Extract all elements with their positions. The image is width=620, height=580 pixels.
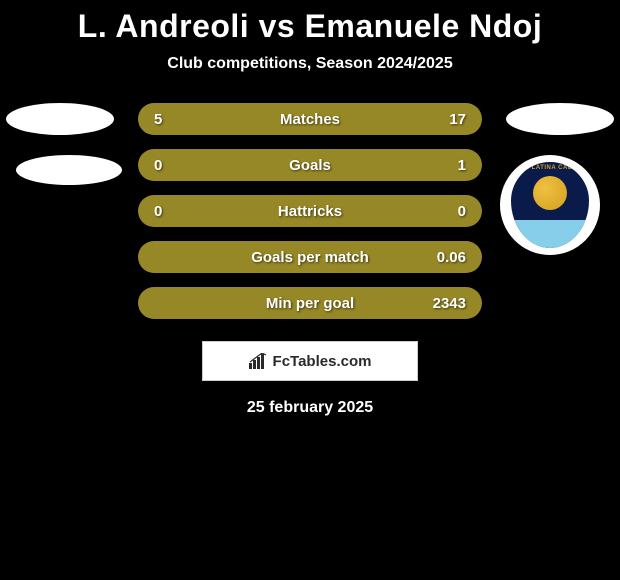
club-crest: U.S. LATINA CALCIO: [500, 155, 600, 255]
stat-row: 0 Hattricks 0: [138, 195, 482, 227]
club-crest-text: U.S. LATINA CALCIO: [511, 165, 589, 171]
club-crest-shield: U.S. LATINA CALCIO: [511, 162, 589, 248]
stat-right-value: 2343: [433, 295, 466, 312]
stat-label: Goals: [289, 157, 331, 174]
stat-row: 5 Matches 17: [138, 103, 482, 135]
club-crest-stripe: [511, 220, 589, 248]
stat-label: Min per goal: [266, 295, 354, 312]
player-left-placeholder-2: [16, 155, 122, 185]
stat-left-value: 0: [154, 203, 162, 220]
stat-row: Goals per match 0.06: [138, 241, 482, 273]
player-left-placeholder-1: [6, 103, 114, 135]
stat-right-value: 0: [458, 203, 466, 220]
date-text: 25 february 2025: [0, 399, 620, 417]
stat-left-value: 0: [154, 157, 162, 174]
stats-area: U.S. LATINA CALCIO 5 Matches 17 0 Goals …: [0, 103, 620, 417]
stat-right-value: 17: [449, 111, 466, 128]
stat-row: 0 Goals 1: [138, 149, 482, 181]
stat-left-value: 5: [154, 111, 162, 128]
stat-right-value: 0.06: [437, 249, 466, 266]
club-crest-ball-icon: [533, 176, 567, 210]
stat-row: Min per goal 2343: [138, 287, 482, 319]
stat-label: Hattricks: [278, 203, 342, 220]
bar-chart-icon: [249, 353, 269, 369]
page-subtitle: Club competitions, Season 2024/2025: [0, 55, 620, 73]
brand-box: FcTables.com: [202, 341, 418, 381]
stat-right-value: 1: [458, 157, 466, 174]
stat-bars: 5 Matches 17 0 Goals 1 0 Hattricks 0 Goa…: [138, 103, 482, 319]
page-title: L. Andreoli vs Emanuele Ndoj: [0, 8, 620, 45]
player-right-placeholder-1: [506, 103, 614, 135]
stat-label: Matches: [280, 111, 340, 128]
brand-text: FcTables.com: [273, 353, 372, 370]
comparison-card: L. Andreoli vs Emanuele Ndoj Club compet…: [0, 0, 620, 417]
stat-label: Goals per match: [251, 249, 369, 266]
